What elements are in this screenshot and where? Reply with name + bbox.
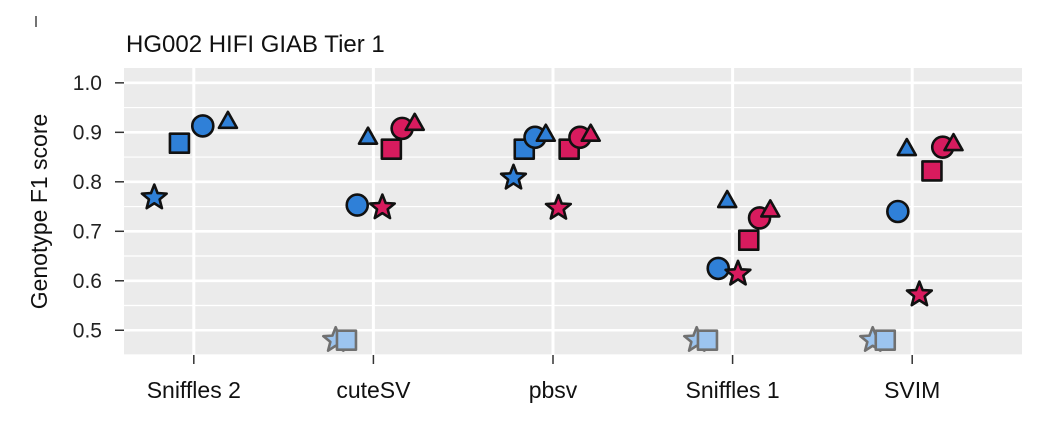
y-axis-title: Genotype F1 score (26, 114, 52, 310)
star-point (140, 183, 168, 210)
square-point (335, 329, 358, 351)
triangle-point (580, 123, 602, 143)
x-category-label: SVIM (884, 377, 940, 403)
x-category-label: cuteSV (336, 377, 411, 403)
triangle-point (716, 189, 738, 209)
circle-point (345, 193, 370, 217)
triangle-point (357, 126, 379, 145)
y-tick-label: 1.0 (73, 72, 102, 95)
x-category-label: Sniffles 1 (685, 377, 779, 403)
plot-panel (124, 68, 1022, 355)
star-point (905, 280, 934, 307)
y-tick-label: 0.8 (73, 171, 102, 194)
square-point (921, 160, 943, 182)
square-point (737, 229, 760, 251)
y-axis-ticks: 0.5 0.6 0.7 0.8 0.9 1.0 (73, 72, 124, 342)
circle-point (886, 199, 910, 224)
star-point (499, 163, 528, 190)
square-point (874, 329, 897, 351)
triangle-point (896, 137, 918, 157)
star-point (724, 259, 752, 286)
triangle-point (404, 112, 426, 132)
x-axis-category-labels: Sniffles 2 cuteSV pbsv Sniffles 1 SVIM (147, 355, 940, 403)
star-point (368, 193, 397, 220)
square-point (696, 329, 719, 351)
triangle-point (943, 132, 964, 152)
circle-point (706, 256, 731, 281)
chart-title: HG002 HIFI GIAB Tier 1 (126, 31, 385, 58)
x-category-label: Sniffles 2 (147, 377, 241, 403)
star-point (544, 193, 573, 220)
triangle-point (535, 123, 557, 143)
y-tick-label: 0.7 (73, 220, 102, 243)
y-tick-label: 0.6 (73, 270, 102, 293)
x-category-label: pbsv (529, 377, 578, 403)
grid-lines (124, 68, 1022, 356)
data-points (140, 110, 964, 352)
triangle-point (217, 110, 239, 130)
triangle-point (760, 199, 781, 218)
square-point (380, 138, 403, 160)
square-point (168, 132, 191, 155)
circle-point (190, 114, 215, 138)
y-tick-label: 0.5 (73, 319, 102, 342)
y-tick-label: 0.9 (73, 121, 102, 144)
